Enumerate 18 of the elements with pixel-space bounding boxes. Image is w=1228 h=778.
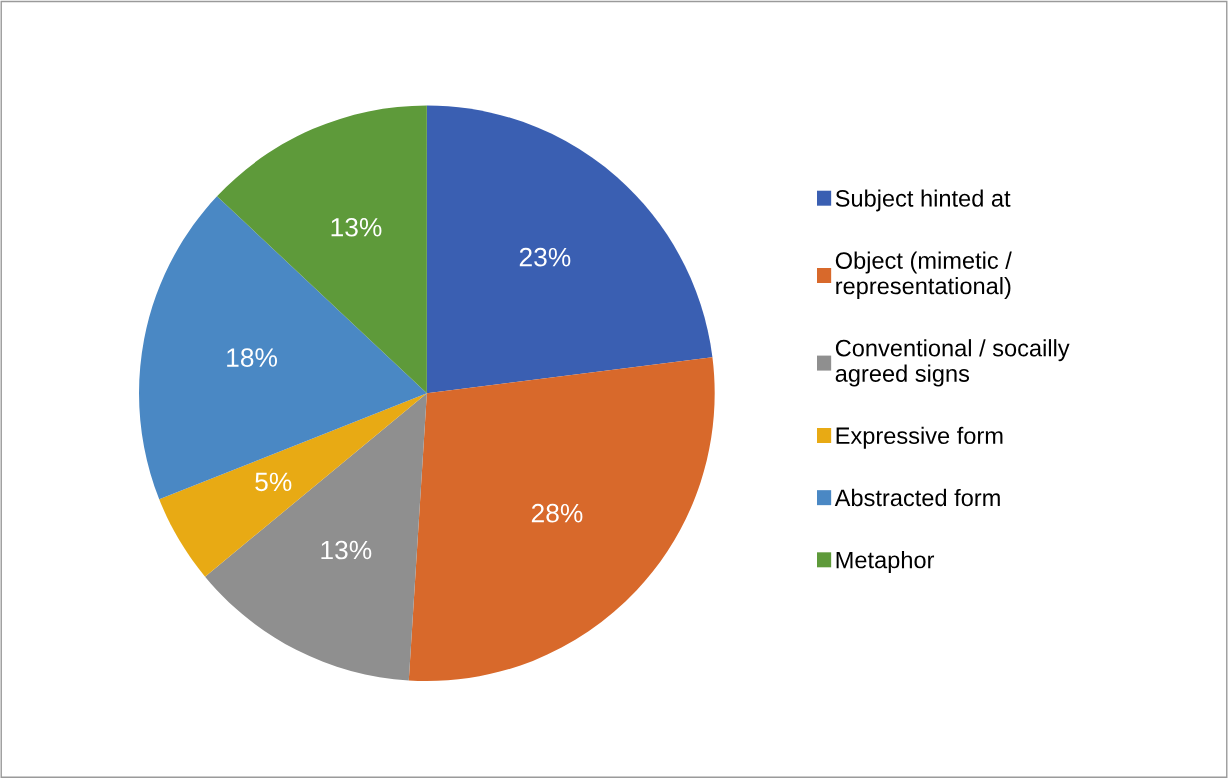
pie-slice xyxy=(159,393,427,577)
data-label: 13% xyxy=(331,217,382,237)
legend-label: Subject hinted at xyxy=(835,189,1011,212)
data-label: 5% xyxy=(255,472,292,492)
legend-label: Expressive form xyxy=(836,426,1003,449)
data-label: 28% xyxy=(531,503,583,523)
legend-label: Abstracted form xyxy=(834,488,1000,507)
legend-label: Object (mimetic / representational) xyxy=(835,251,1012,299)
pie-slice xyxy=(139,196,427,500)
data-label: 18% xyxy=(227,348,278,367)
data-label: 13% xyxy=(321,540,372,560)
pie-slice xyxy=(217,105,427,394)
pie-slice xyxy=(205,393,427,681)
legend-label: Conventional / socailly agreed signs xyxy=(835,339,1070,387)
pie-slice xyxy=(408,357,715,682)
data-label: 23% xyxy=(519,247,571,267)
legend-label: Metaphor xyxy=(836,551,935,574)
pie-slice xyxy=(426,105,713,394)
